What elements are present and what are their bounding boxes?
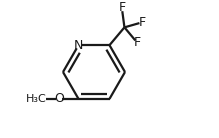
Text: F: F xyxy=(134,36,141,49)
Text: F: F xyxy=(118,2,125,14)
Text: O: O xyxy=(54,92,64,105)
Text: N: N xyxy=(74,39,83,52)
Text: F: F xyxy=(139,16,146,29)
Text: H₃C: H₃C xyxy=(25,94,46,104)
